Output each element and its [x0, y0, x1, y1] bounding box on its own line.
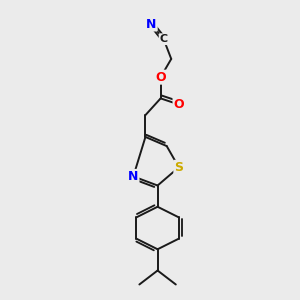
Text: C: C: [160, 34, 168, 44]
Text: O: O: [173, 98, 184, 111]
Text: O: O: [155, 70, 166, 84]
Text: N: N: [146, 17, 157, 31]
Text: N: N: [128, 170, 139, 183]
Text: S: S: [174, 161, 183, 174]
